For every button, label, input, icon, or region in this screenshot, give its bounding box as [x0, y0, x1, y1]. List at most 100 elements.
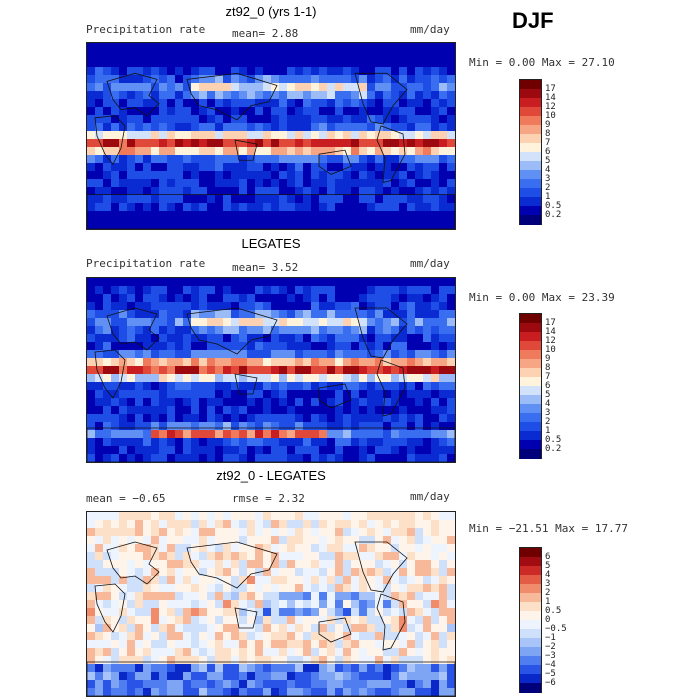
- map-cell: [143, 211, 151, 219]
- map-cell: [239, 406, 247, 414]
- map-cell: [367, 688, 375, 696]
- map-cell: [311, 99, 319, 107]
- map-cell: [263, 430, 271, 438]
- map-cell: [239, 366, 247, 374]
- map-cell: [439, 454, 447, 462]
- map-cell: [375, 350, 383, 358]
- map-cell: [439, 187, 447, 195]
- map-cell: [415, 672, 423, 680]
- map-cell: [407, 43, 415, 51]
- map-cell: [295, 67, 303, 75]
- map-cell: [327, 592, 335, 600]
- map-cell: [375, 398, 383, 406]
- colorbar-swatch: [520, 611, 541, 621]
- map-cell: [127, 51, 135, 59]
- map-cell: [263, 342, 271, 350]
- map-cell: [391, 688, 399, 696]
- map-cell: [287, 358, 295, 366]
- map-cell: [439, 512, 447, 520]
- map-cell: [407, 318, 415, 326]
- map-cell: [399, 414, 407, 422]
- map-cell: [343, 536, 351, 544]
- map-cell: [423, 406, 431, 414]
- map-cell: [263, 171, 271, 179]
- map-cell: [223, 91, 231, 99]
- map-cell: [255, 350, 263, 358]
- map-cell: [279, 398, 287, 406]
- colorbar-swatch: [520, 197, 541, 207]
- map-cell: [375, 422, 383, 430]
- map-cell: [319, 326, 327, 334]
- map-cell: [287, 688, 295, 696]
- map-cell: [295, 219, 303, 227]
- map-cell: [135, 75, 143, 83]
- map-cell: [319, 422, 327, 430]
- map-cell: [135, 576, 143, 584]
- map-cell: [271, 648, 279, 656]
- colorbar-tick-label: 3: [545, 578, 551, 589]
- map-cell: [191, 139, 199, 147]
- map-cell: [119, 43, 127, 51]
- map-cell: [247, 131, 255, 139]
- map-cell: [103, 286, 111, 294]
- map-cell: [199, 374, 207, 382]
- colorbar-tick-label: 2: [545, 182, 551, 193]
- map-cell: [175, 334, 183, 342]
- map-cell: [311, 75, 319, 83]
- map-cell: [375, 568, 383, 576]
- map-cell: [159, 438, 167, 446]
- map-cell: [159, 406, 167, 414]
- map-cell: [375, 430, 383, 438]
- map-cell: [199, 616, 207, 624]
- map-cell: [143, 406, 151, 414]
- map-cell: [319, 67, 327, 75]
- map-cell: [311, 680, 319, 688]
- map-cell: [247, 59, 255, 67]
- map-cell: [367, 430, 375, 438]
- map-cell: [327, 187, 335, 195]
- map-cell: [271, 398, 279, 406]
- map-cell: [423, 286, 431, 294]
- map-cell: [303, 672, 311, 680]
- map-cell: [423, 512, 431, 520]
- map-cell: [351, 608, 359, 616]
- map-cell: [447, 326, 455, 334]
- map-cell: [159, 43, 167, 51]
- map-cell: [223, 294, 231, 302]
- map-cell: [199, 75, 207, 83]
- map-cell: [239, 382, 247, 390]
- map-cell: [199, 203, 207, 211]
- map-cell: [255, 640, 263, 648]
- map-cell: [247, 688, 255, 696]
- map-cell: [383, 568, 391, 576]
- map-cell: [367, 326, 375, 334]
- map-cell: [447, 67, 455, 75]
- map-cell: [423, 155, 431, 163]
- map-cell: [327, 358, 335, 366]
- map-cell: [87, 520, 95, 528]
- map-cell: [263, 584, 271, 592]
- map-cell: [279, 520, 287, 528]
- map-cell: [111, 680, 119, 688]
- map-cell: [223, 67, 231, 75]
- map-cell: [215, 608, 223, 616]
- map-cell: [239, 83, 247, 91]
- map-cell: [287, 155, 295, 163]
- map-cell: [119, 552, 127, 560]
- map-cell: [359, 430, 367, 438]
- map-cell: [167, 211, 175, 219]
- map-cell: [151, 310, 159, 318]
- map-cell: [183, 278, 191, 286]
- map-cell: [391, 536, 399, 544]
- map-cell: [367, 438, 375, 446]
- map-cell: [207, 568, 215, 576]
- map-cell: [351, 592, 359, 600]
- map-cell: [239, 438, 247, 446]
- map-cell: [207, 302, 215, 310]
- map-cell: [343, 342, 351, 350]
- map-cell: [327, 422, 335, 430]
- map-cell: [279, 640, 287, 648]
- map-cell: [95, 568, 103, 576]
- map-cell: [279, 552, 287, 560]
- map-cell: [303, 592, 311, 600]
